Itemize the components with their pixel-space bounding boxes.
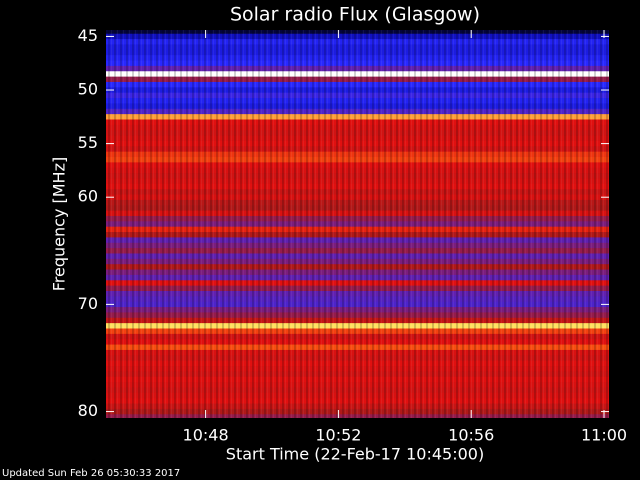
y-tick-label: 60 bbox=[78, 187, 98, 206]
y-tick-label: 50 bbox=[78, 80, 98, 99]
x-tick-label: 10:48 bbox=[183, 426, 229, 445]
x-tick-label: 11:00 bbox=[581, 426, 627, 445]
x-tick-label: 10:52 bbox=[315, 426, 361, 445]
footer: Updated Sun Feb 26 05:30:33 2017 bbox=[2, 468, 180, 479]
axes: 45 50 55 60 70 80 10:48 10:52 10:56 11:00 bbox=[78, 26, 627, 445]
x-axis-label: Start Time (22-Feb-17 10:45:00) bbox=[226, 445, 484, 464]
chart-title: Solar radio Flux (Glasgow) bbox=[230, 4, 480, 26]
x-tick-label: 10:56 bbox=[448, 426, 494, 445]
y-tick-label: 70 bbox=[78, 294, 98, 313]
texture bbox=[106, 30, 609, 418]
y-tick-label: 80 bbox=[78, 401, 98, 420]
y-axis-label: Frequency [MHz] bbox=[50, 157, 69, 291]
y-tick-label: 45 bbox=[78, 26, 98, 45]
y-tick-label: 55 bbox=[78, 133, 98, 152]
